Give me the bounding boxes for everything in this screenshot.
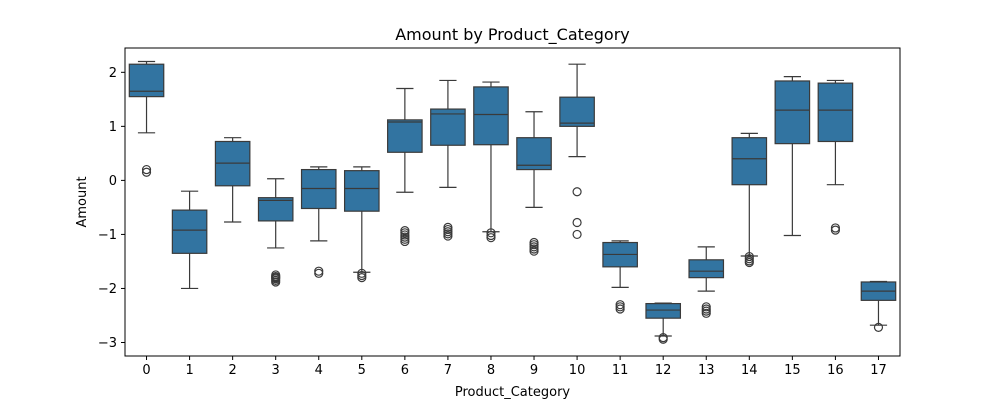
outlier-point bbox=[873, 322, 884, 332]
box-iqr bbox=[343, 170, 380, 212]
x-tick-label: 6 bbox=[401, 363, 409, 378]
y-tick-label: 2 bbox=[109, 66, 117, 81]
box-category-0 bbox=[128, 60, 165, 177]
x-tick-label: 2 bbox=[228, 363, 236, 378]
box-category-12 bbox=[645, 302, 682, 344]
box-iqr bbox=[731, 137, 768, 186]
outlier-point bbox=[314, 268, 324, 278]
x-axis: 0 1 2 3 4 5 6 7 8 9 10 11 12 13 14 15 16 17 bbox=[142, 356, 887, 378]
x-tick-label: 11 bbox=[612, 363, 629, 378]
box-category-9 bbox=[516, 111, 552, 256]
box-iqr bbox=[516, 137, 552, 171]
y-tick-label: 1 bbox=[109, 120, 117, 135]
outlier-point bbox=[572, 217, 582, 228]
outlier-point bbox=[572, 187, 582, 197]
y-axis-label: Amount bbox=[75, 176, 90, 227]
box-iqr bbox=[645, 302, 682, 319]
box-iqr bbox=[387, 119, 423, 153]
x-axis-label: Product_Category bbox=[455, 385, 571, 400]
y-tick-label: −3 bbox=[98, 336, 117, 351]
y-tick-label: −2 bbox=[98, 282, 117, 297]
box-category-6 bbox=[387, 87, 423, 247]
outlier-point bbox=[658, 334, 668, 344]
outlier-point bbox=[443, 231, 453, 241]
box-category-11 bbox=[602, 240, 638, 314]
outlier-point bbox=[141, 164, 152, 175]
x-tick-label: 1 bbox=[185, 363, 193, 378]
x-tick-label: 13 bbox=[698, 363, 715, 378]
box-iqr bbox=[473, 86, 509, 146]
plot-area bbox=[124, 47, 901, 357]
box-category-1 bbox=[171, 190, 208, 290]
x-tick-label: 14 bbox=[741, 363, 758, 378]
outlier-point bbox=[486, 228, 496, 238]
x-tick-label: 9 bbox=[530, 363, 538, 378]
plot-frame bbox=[124, 47, 901, 357]
box-iqr bbox=[559, 96, 595, 127]
x-tick-label: 3 bbox=[272, 363, 280, 378]
box-iqr bbox=[688, 259, 725, 279]
x-tick-label: 12 bbox=[655, 363, 672, 378]
box-iqr bbox=[257, 197, 294, 222]
y-tick-label: 0 bbox=[109, 174, 117, 189]
box-category-8 bbox=[473, 81, 509, 243]
box-category-15 bbox=[774, 76, 811, 237]
outlier-point bbox=[400, 236, 410, 247]
x-tick-label: 15 bbox=[784, 363, 801, 378]
box-category-17 bbox=[860, 280, 897, 332]
outlier-point bbox=[529, 246, 539, 256]
chart-title: Amount by Product_Category bbox=[395, 25, 630, 45]
outlier-point bbox=[357, 273, 367, 283]
box-category-7 bbox=[430, 79, 466, 241]
box-category-3 bbox=[257, 178, 294, 287]
y-tick-label: −1 bbox=[98, 228, 117, 243]
box-iqr bbox=[171, 209, 208, 254]
box-iqr bbox=[430, 108, 466, 146]
x-tick-label: 8 bbox=[487, 363, 495, 378]
outlier-point bbox=[830, 225, 841, 235]
x-tick-label: 17 bbox=[870, 363, 887, 378]
box-iqr bbox=[817, 82, 854, 143]
box-category-10 bbox=[559, 63, 595, 240]
box-category-16 bbox=[817, 79, 854, 235]
box-category-2 bbox=[214, 137, 251, 223]
x-tick-label: 10 bbox=[569, 363, 586, 378]
x-tick-label: 4 bbox=[315, 363, 323, 378]
outlier-point bbox=[615, 304, 625, 314]
x-tick-label: 16 bbox=[827, 363, 844, 378]
box-category-13 bbox=[688, 246, 725, 318]
x-tick-label: 0 bbox=[142, 363, 150, 378]
outlier-point bbox=[744, 257, 754, 268]
x-tick-label: 5 bbox=[358, 363, 366, 378]
outlier-point bbox=[271, 277, 281, 287]
box-category-4 bbox=[300, 166, 337, 278]
outlier-point bbox=[572, 229, 582, 240]
outlier-point bbox=[141, 167, 152, 177]
box-category-5 bbox=[343, 166, 380, 283]
outlier-point bbox=[486, 233, 496, 243]
outlier-point bbox=[701, 308, 711, 318]
boxes-layer bbox=[128, 60, 897, 344]
box-category-14 bbox=[731, 132, 768, 268]
y-axis: −3 −2 −1 0 1 2 bbox=[98, 66, 125, 351]
x-tick-label: 7 bbox=[444, 363, 452, 378]
box-iqr bbox=[774, 80, 811, 145]
